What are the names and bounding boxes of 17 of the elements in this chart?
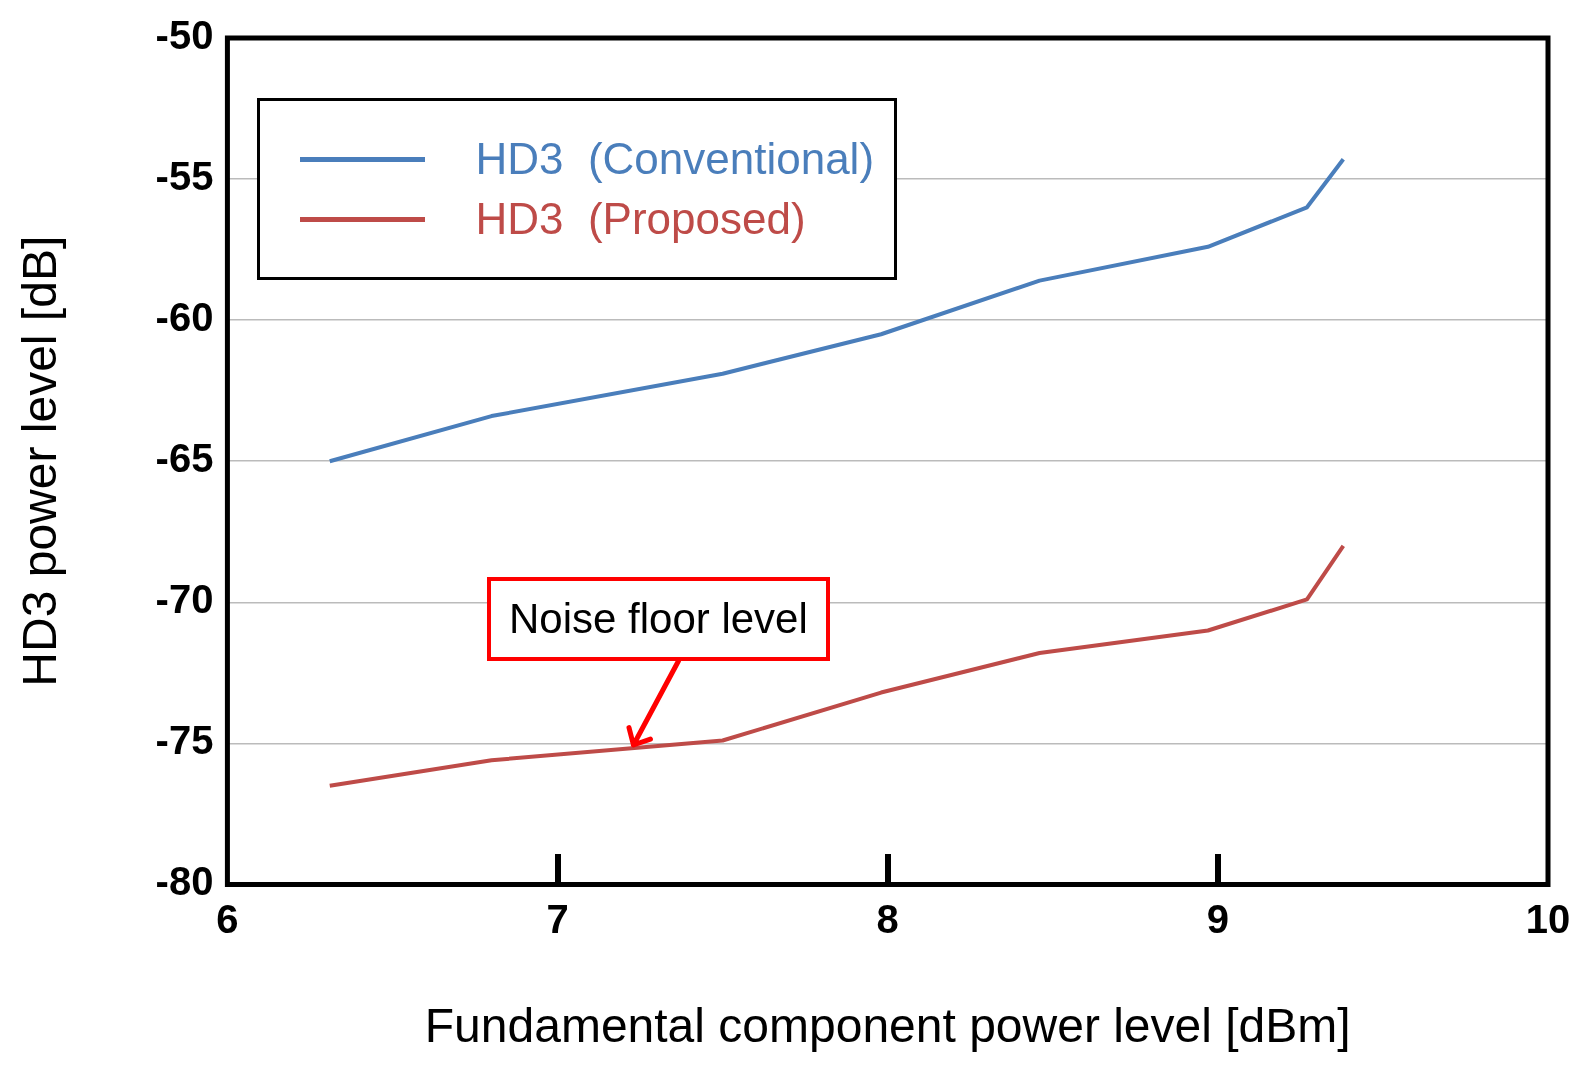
- legend-label: HD3 (Conventional): [475, 134, 875, 184]
- annotation: Noise floor level: [486, 576, 830, 661]
- y-tick-label: -75: [155, 718, 214, 763]
- x-axis-title: Fundamental component power level [dBm]: [424, 999, 1351, 1053]
- y-tick-label: -50: [155, 13, 214, 58]
- x-tick-label: 8: [876, 897, 899, 942]
- y-axis-title: HD3 power level [dB]: [13, 235, 67, 687]
- y-tick-label: -55: [155, 154, 214, 199]
- y-tick-label: -70: [155, 577, 214, 622]
- x-tick-label: 9: [1206, 897, 1229, 942]
- y-tick-label: -80: [155, 859, 214, 904]
- y-tick-label: -60: [155, 295, 214, 340]
- legend-label: HD3 (Proposed): [475, 194, 806, 244]
- x-tick-label: 6: [216, 897, 239, 942]
- x-tick-label: 10: [1525, 897, 1571, 942]
- x-tick-label: 7: [546, 897, 569, 942]
- y-tick-label: -65: [155, 436, 214, 481]
